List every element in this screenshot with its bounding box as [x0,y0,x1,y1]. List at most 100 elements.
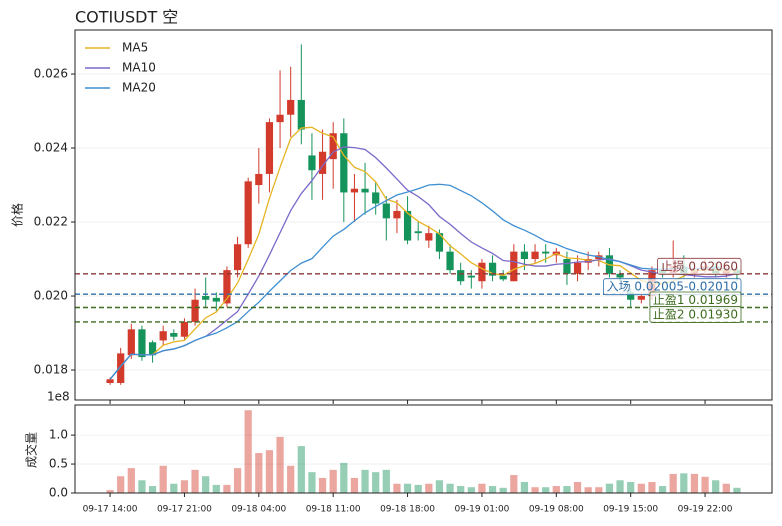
candle-body [457,270,465,282]
y-tick-label: 0.024 [34,141,68,155]
volume-bar [722,483,730,493]
volume-bar [180,480,189,493]
candle-body [340,133,348,193]
volume-bar [488,486,497,493]
candle-body [170,333,178,337]
volume-bar [127,468,135,493]
volume-bar [191,469,199,493]
volume-bar [414,484,422,493]
volume-bar [563,486,571,493]
level-label-box [657,257,742,275]
candle-body [223,270,231,304]
volume-bar [202,476,210,493]
candle-body [584,259,592,263]
volume-bar [510,475,518,493]
candle-body [138,329,146,358]
candle-body [393,210,401,219]
level-label: 入场 0.02005-0.02010 [607,280,738,294]
volume-bar [265,450,274,493]
volume-bar [393,483,401,493]
level-label: 止盈2 0.01930 [653,307,738,321]
volume-bar [478,483,486,493]
volume-bar [457,486,465,493]
plot-frame [74,29,773,401]
volume-bar [584,487,592,493]
volume-bar [690,473,699,493]
candle-body [403,210,412,241]
volume-bar [658,486,667,493]
volume-bar [297,446,305,493]
volume-bar [329,469,337,493]
candle-body [191,299,199,322]
volume-bar [499,487,507,493]
y-tick-label: 0.0 [49,486,68,500]
x-tick-label: 09-17 14:00 [83,505,138,515]
candle-body [350,188,359,193]
candle-body [499,275,507,280]
volume-bar [255,453,263,493]
x-tick-label: 09-19 15:00 [603,505,658,515]
candle-body [531,251,539,260]
y-tick-label: 0.026 [34,67,68,81]
candle-body [563,259,571,274]
legend-label: MA5 [122,41,148,55]
y-tick-label: 1.0 [49,428,68,442]
candle-body [542,251,550,254]
ma-line [109,183,737,380]
volume-bar [701,476,709,493]
candle-body [127,329,135,356]
volume-bar [276,436,284,493]
volume-bar [106,490,114,493]
volume-bar [148,486,157,493]
x-tick-label: 09-19 01:00 [454,505,509,515]
y-tick-label: 0.018 [34,363,68,377]
candle-body [159,331,167,341]
legend: MA5 MA10 MA20 [85,41,156,95]
x-tick-label: 09-17 21:00 [157,505,212,515]
volume-bar [233,468,242,493]
volume-bar [712,480,720,493]
x-tick-label: 09-19 08:00 [529,505,584,515]
volume-bar [446,483,454,493]
volume-bar [287,465,295,493]
candle-body [382,203,390,219]
volume-bar [467,487,475,493]
x-tick-label: 09-18 18:00 [380,505,435,515]
candle-body [244,181,252,245]
volume-bar [637,483,645,493]
volume-bar [605,483,614,493]
volume-bar [616,480,624,493]
volume-bar [117,476,125,493]
candle-body [520,251,529,260]
volume-bar [138,480,146,493]
volume-axis-label: 成交量 [24,432,39,468]
legend-label: MA20 [122,81,156,95]
candle-body [478,262,486,282]
candle-body [435,233,444,252]
ma-line [109,126,737,380]
volume-bar [159,465,167,493]
candle-body [425,233,433,241]
candle-body [414,231,422,234]
candle-body [510,251,518,282]
volume-bar [350,477,359,493]
ma-line [109,146,738,380]
candle-body [212,297,220,302]
y-axis-label: 价格 [10,203,25,227]
chart-title: COTIUSDT 空 [75,8,178,27]
candle-body [637,296,645,300]
candle-body [202,296,210,300]
volume-bar [361,469,369,493]
volume-bar [531,487,539,493]
candle-body [148,342,157,356]
volume-bar [733,487,741,493]
legend-label: MA10 [122,61,156,75]
candle-body [233,244,242,271]
volume-bar [318,477,327,493]
volume-offset: 1e8 [47,390,70,404]
candle-body [488,262,497,276]
y-tick-label: 0.022 [34,215,68,229]
candle-body [467,275,475,278]
y-tick-label: 0.5 [49,457,68,471]
